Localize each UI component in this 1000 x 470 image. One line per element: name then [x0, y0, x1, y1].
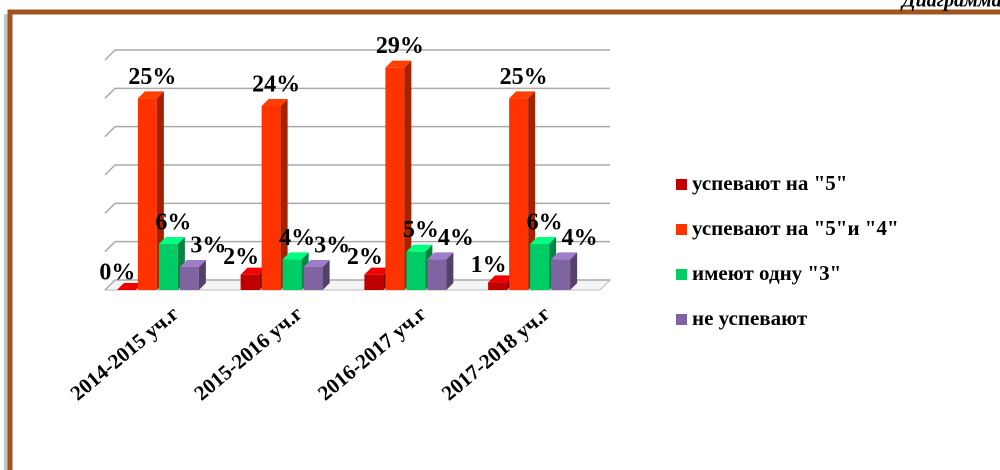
bar-front [385, 67, 405, 291]
value-label: 6% [527, 210, 563, 236]
grid-line [104, 125, 610, 138]
bar-front [179, 267, 199, 290]
grid-line [104, 87, 610, 99]
grid-line [104, 202, 610, 214]
value-label: 3% [190, 233, 226, 259]
bar-top [116, 283, 143, 290]
bar-top [282, 252, 309, 260]
bar-top [385, 60, 412, 68]
bar [551, 252, 578, 290]
value-label: 25% [500, 64, 548, 90]
bar-top [488, 275, 515, 283]
legend-swatch [676, 314, 687, 325]
legend-label: успевают на "5" [692, 171, 847, 195]
bar-top [364, 267, 391, 275]
bar-top [158, 237, 185, 244]
value-label: 2% [223, 244, 259, 270]
bar-front [427, 259, 447, 290]
value-label: 5% [403, 217, 439, 243]
bar-front [240, 274, 260, 290]
value-label: 29% [376, 33, 424, 59]
bar-side [156, 91, 164, 290]
grid-line [104, 240, 610, 253]
bar-top [551, 252, 578, 260]
bar-top [427, 252, 454, 260]
bar-front [530, 244, 550, 290]
grid-line [104, 49, 610, 61]
legend-swatch [676, 179, 687, 190]
caption: Диаграмма [900, 0, 1000, 12]
bar-front [406, 251, 426, 290]
bar [261, 99, 288, 290]
bar [116, 283, 143, 290]
legend-swatch [676, 269, 687, 280]
bar-side [404, 60, 412, 290]
grid-line [104, 164, 610, 176]
bar-front [488, 282, 508, 290]
bar-top [509, 91, 536, 99]
value-label: 0% [99, 260, 135, 286]
bar-front [158, 244, 178, 290]
legend-label: имеют одну "3" [692, 261, 841, 285]
value-label: 6% [155, 210, 191, 236]
bar-front [509, 98, 529, 290]
legend-swatch [676, 224, 687, 235]
bar-front [303, 267, 323, 290]
bar [427, 252, 454, 290]
bar-top [179, 260, 206, 267]
bar [303, 260, 330, 290]
bar-side [198, 260, 206, 290]
bar-side [570, 252, 578, 290]
value-label: 25% [128, 64, 176, 90]
value-label: 24% [252, 72, 300, 98]
bar-top [240, 267, 267, 275]
bar-front [282, 259, 302, 290]
bar-top [261, 99, 288, 106]
legend-label: не успевают [692, 306, 808, 330]
bar [509, 91, 536, 290]
bar [137, 91, 164, 290]
value-label: 4% [562, 225, 598, 251]
bar-front [137, 98, 157, 290]
bar-front [551, 259, 571, 290]
bar-front [364, 274, 384, 290]
bar-side [322, 260, 330, 290]
value-label: 1% [471, 252, 507, 278]
bar-side [280, 99, 288, 290]
bar-top [303, 260, 330, 267]
bar-front [261, 106, 281, 290]
bar [179, 260, 206, 290]
bar-top [137, 91, 164, 99]
bar-top [530, 237, 557, 244]
value-label: 4% [438, 225, 474, 251]
value-label: 2% [347, 244, 383, 270]
legend-label: успевают на "5"и "4" [692, 216, 899, 240]
bar-top [406, 244, 433, 252]
value-label: 4% [279, 225, 315, 251]
bar-side [528, 91, 536, 290]
bar [385, 60, 412, 291]
value-label: 3% [314, 233, 350, 259]
bar-side [446, 252, 454, 290]
